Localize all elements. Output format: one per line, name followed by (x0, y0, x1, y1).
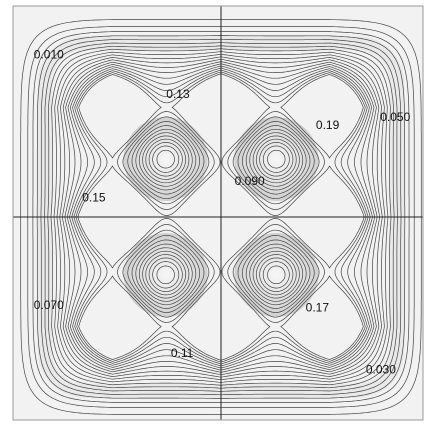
contour-line-8 (50, 48, 392, 386)
shaded-pit-1 (123, 117, 208, 202)
shaded-pit-3 (123, 232, 208, 317)
contour-line-17 (73, 69, 369, 365)
contour-line-19 (77, 73, 365, 361)
contour-line-12 (61, 58, 381, 376)
contour-label-5: 0.090 (235, 174, 265, 188)
contour-lines (20, 19, 422, 415)
contour-label-10: 0.030 (366, 362, 396, 376)
contour-label-8: 0.17 (306, 300, 330, 314)
contour-line-18 (75, 71, 367, 363)
contour-line-2 (27, 25, 415, 409)
contour-labels: 0.010 0.13 0.19 0.050 0.090 0.15 0.070 0.17 0.11… (34, 48, 411, 377)
contour-line-11 (59, 56, 383, 378)
plot-background (13, 6, 423, 420)
contour-line-9 (53, 51, 389, 383)
contour-label-2: 0.13 (166, 87, 190, 101)
contour-line-4 (36, 35, 406, 399)
plot-frame (12, 5, 424, 421)
contour-line-13 (64, 61, 378, 373)
contour-line-7 (47, 45, 395, 389)
axes (13, 6, 423, 420)
shaded-pit-2 (234, 117, 319, 202)
contour-label-1: 0.010 (34, 48, 64, 62)
contour-label-7: 0.070 (34, 298, 64, 312)
contour-line-14 (66, 63, 376, 371)
contour-label-6: 0.15 (82, 191, 106, 205)
contour-line-6 (44, 42, 398, 392)
contour-line-1 (20, 19, 422, 415)
contour-label-9: 0.11 (171, 346, 194, 360)
contour-line-16 (71, 67, 371, 367)
contour-line-3 (32, 31, 410, 403)
contour-line-10 (56, 53, 386, 381)
contour-label-4: 0.050 (380, 110, 410, 124)
contour-label-3: 0.19 (316, 118, 340, 132)
contour-line-5 (40, 38, 402, 396)
